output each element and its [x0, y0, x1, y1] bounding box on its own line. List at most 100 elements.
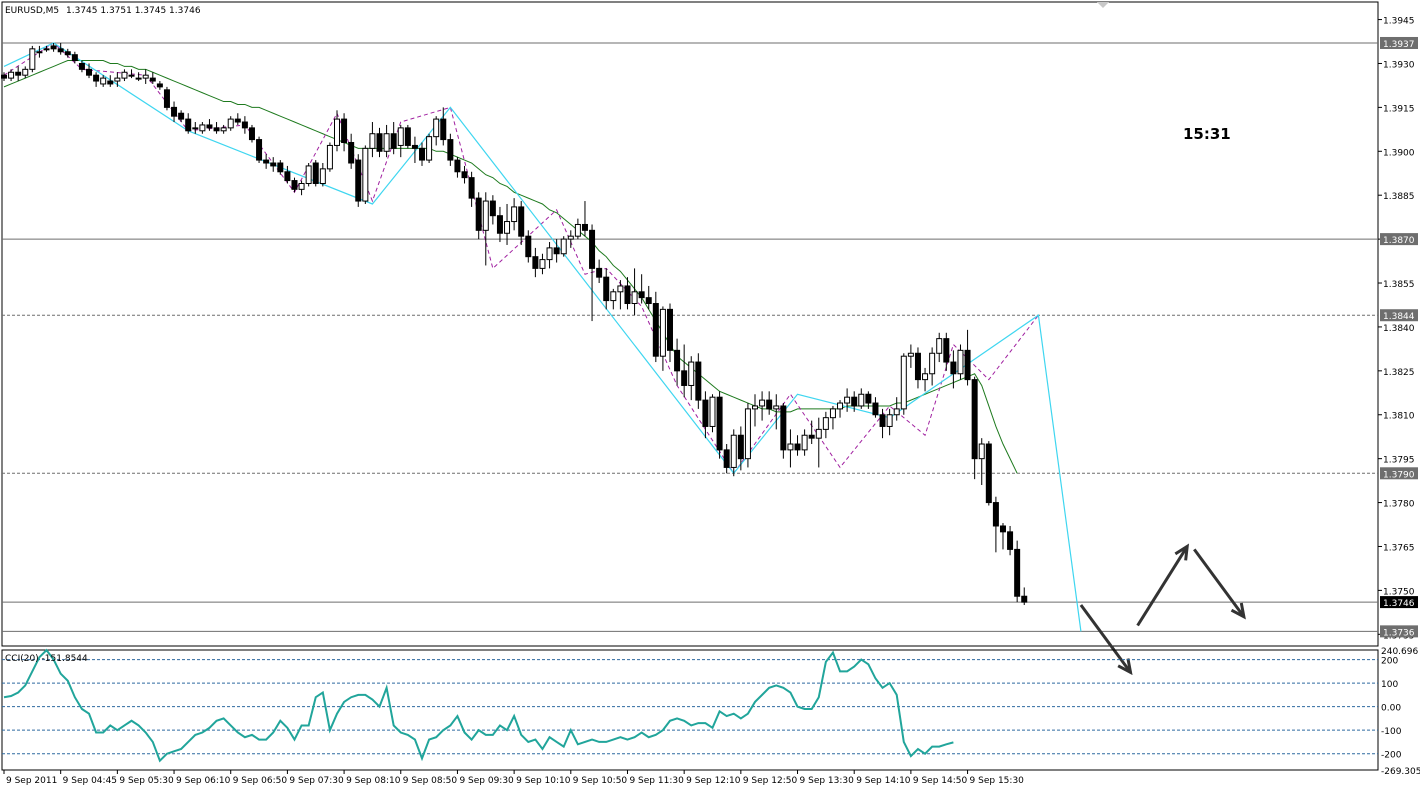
candle[interactable]	[291, 177, 298, 193]
candle[interactable]	[780, 403, 787, 459]
candle[interactable]	[1007, 525, 1014, 556]
candle[interactable]	[121, 69, 128, 82]
candle[interactable]	[752, 394, 759, 427]
candle[interactable]	[1014, 540, 1021, 603]
candle[interactable]	[341, 113, 348, 152]
candle[interactable]	[426, 133, 433, 163]
candle[interactable]	[532, 247, 539, 278]
candle[interactable]	[893, 397, 900, 421]
candle[interactable]	[489, 195, 496, 225]
candle[interactable]	[794, 435, 801, 456]
candle[interactable]	[737, 426, 744, 471]
candle[interactable]	[581, 201, 588, 237]
candle[interactable]	[86, 63, 93, 79]
candle[interactable]	[978, 438, 985, 485]
candle[interactable]	[390, 122, 397, 155]
candle[interactable]	[985, 441, 992, 506]
candle[interactable]	[419, 142, 426, 166]
candle[interactable]	[163, 86, 170, 111]
candle[interactable]	[546, 242, 553, 269]
candle[interactable]	[93, 72, 100, 87]
candle[interactable]	[64, 48, 71, 58]
candle[interactable]	[1, 72, 7, 82]
candle[interactable]	[815, 417, 822, 468]
candle[interactable]	[71, 51, 78, 64]
candle[interactable]	[659, 306, 666, 371]
candle[interactable]	[560, 236, 567, 257]
candle[interactable]	[957, 344, 964, 380]
candle[interactable]	[78, 60, 85, 73]
candle[interactable]	[922, 367, 929, 392]
candle[interactable]	[50, 42, 57, 52]
candle[interactable]	[348, 133, 355, 169]
candle[interactable]	[943, 332, 950, 371]
candle[interactable]	[716, 391, 723, 459]
candle[interactable]	[171, 101, 178, 123]
candle[interactable]	[319, 163, 326, 187]
candle[interactable]	[135, 72, 142, 82]
candle[interactable]	[610, 288, 617, 310]
candle[interactable]	[447, 133, 454, 166]
candle[interactable]	[567, 230, 574, 248]
candle[interactable]	[114, 72, 121, 87]
candle[interactable]	[36, 45, 43, 58]
candle[interactable]	[149, 72, 156, 84]
candle[interactable]	[518, 201, 525, 245]
candle[interactable]	[100, 75, 107, 87]
candle[interactable]	[822, 411, 829, 439]
candle[interactable]	[617, 280, 624, 310]
candle[interactable]	[128, 69, 135, 79]
candle[interactable]	[156, 81, 163, 90]
candle[interactable]	[263, 154, 270, 169]
candle[interactable]	[865, 391, 872, 409]
candle[interactable]	[574, 218, 581, 240]
candle[interactable]	[837, 400, 844, 418]
scroll-marker-icon[interactable]	[1097, 2, 1109, 8]
candle[interactable]	[227, 116, 234, 131]
candle[interactable]	[248, 124, 255, 143]
candle[interactable]	[730, 429, 737, 477]
candle[interactable]	[362, 145, 369, 204]
candle[interactable]	[759, 391, 766, 421]
candle[interactable]	[277, 160, 284, 175]
candle[interactable]	[808, 420, 815, 445]
candle[interactable]	[142, 69, 149, 84]
candle[interactable]	[270, 157, 277, 172]
candle[interactable]	[1021, 587, 1028, 606]
candle[interactable]	[596, 259, 603, 284]
candle[interactable]	[872, 397, 879, 418]
candle[interactable]	[539, 253, 546, 275]
candle[interactable]	[723, 444, 730, 474]
candle[interactable]	[801, 429, 808, 456]
candle[interactable]	[376, 127, 383, 158]
candle[interactable]	[213, 122, 220, 134]
candle[interactable]	[999, 523, 1006, 550]
candle[interactable]	[525, 230, 532, 263]
candle[interactable]	[688, 356, 695, 401]
candle[interactable]	[914, 347, 921, 389]
candle[interactable]	[369, 122, 376, 158]
candle[interactable]	[950, 350, 957, 389]
candle[interactable]	[15, 66, 22, 82]
candle[interactable]	[971, 376, 978, 480]
candle[interactable]	[851, 391, 858, 412]
candle[interactable]	[29, 45, 36, 73]
candle[interactable]	[844, 388, 851, 412]
candle[interactable]	[312, 160, 319, 187]
candle[interactable]	[773, 394, 780, 430]
candle[interactable]	[411, 136, 418, 163]
candle[interactable]	[504, 203, 511, 245]
candle[interactable]	[674, 338, 681, 386]
candle[interactable]	[43, 45, 50, 52]
candle[interactable]	[22, 66, 29, 79]
candle[interactable]	[256, 136, 263, 163]
candle[interactable]	[553, 239, 560, 263]
candle[interactable]	[383, 124, 390, 158]
candle[interactable]	[936, 332, 943, 363]
candle[interactable]	[681, 344, 688, 398]
candle[interactable]	[178, 110, 185, 123]
candle[interactable]	[603, 268, 610, 310]
candle[interactable]	[589, 224, 596, 322]
candle[interactable]	[234, 113, 241, 125]
candle[interactable]	[192, 122, 199, 134]
